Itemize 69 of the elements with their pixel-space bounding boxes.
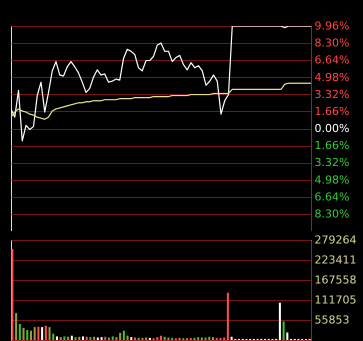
y-tick-label: 3.32% [314, 156, 350, 170]
bar [93, 336, 96, 340]
line-series [11, 26, 311, 142]
line-series [11, 82, 311, 120]
bar [226, 292, 229, 340]
y-tick-label: 55853 [314, 314, 350, 326]
bar [37, 326, 40, 340]
bar [30, 330, 32, 340]
bar [200, 337, 203, 340]
bar [22, 328, 25, 340]
bar [41, 327, 44, 340]
bar [86, 336, 88, 340]
y-tick-label: 8.30% [314, 207, 350, 220]
y-tick-label: 1.66% [314, 104, 350, 118]
y-tick-label: 111705 [314, 294, 356, 306]
bar [44, 326, 47, 340]
bar [145, 337, 148, 340]
y-tick-label: 223411 [314, 254, 356, 266]
bar [96, 337, 99, 340]
bar [100, 337, 103, 340]
y-tick-label: 0.00% [314, 122, 350, 135]
bar [34, 327, 36, 340]
bar [82, 336, 84, 340]
bar [282, 321, 285, 340]
bar [112, 336, 114, 340]
y-tick-label: 3.32% [314, 88, 350, 101]
bar [67, 336, 70, 340]
bar [204, 337, 207, 340]
y-tick-label: 4.98% [314, 70, 350, 84]
bar [74, 337, 77, 340]
bar [278, 302, 281, 340]
y-tick-label: 8.30% [314, 36, 350, 50]
bar [208, 336, 210, 340]
bar [60, 337, 62, 340]
y-tick-label: 6.64% [314, 54, 350, 67]
bar [26, 330, 28, 340]
bar [156, 337, 158, 340]
bar [11, 249, 14, 340]
bar [286, 332, 288, 340]
bar [134, 337, 136, 340]
bar [122, 330, 125, 340]
bar [78, 336, 80, 340]
bar [160, 336, 162, 340]
bar [167, 337, 170, 340]
bar [70, 336, 73, 340]
y-tick-label: 279264 [314, 234, 356, 246]
bar [230, 336, 233, 340]
bar [223, 337, 226, 340]
bar [52, 334, 54, 340]
bar [104, 336, 106, 340]
y-tick-label: 1.66% [314, 139, 350, 152]
bar [197, 337, 200, 340]
bar [108, 337, 110, 340]
y-tick-label: 167558 [314, 274, 356, 286]
bar [115, 337, 118, 340]
y-tick-label: 6.64% [314, 190, 350, 204]
bar [130, 337, 132, 340]
bar [126, 336, 129, 340]
bar [18, 324, 21, 340]
y-tick-label: 9.96% [314, 20, 350, 32]
bar [212, 337, 214, 340]
bar [48, 327, 51, 340]
bar [119, 332, 122, 340]
bar [164, 336, 166, 340]
bar [63, 336, 66, 340]
bar [15, 313, 18, 340]
bar [56, 336, 58, 340]
y-tick-label: 4.98% [314, 173, 350, 186]
bar [89, 337, 92, 340]
